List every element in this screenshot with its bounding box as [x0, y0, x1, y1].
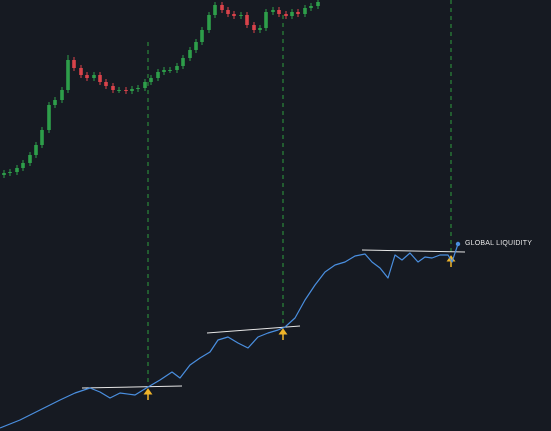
candle-body	[264, 12, 268, 28]
candle-body	[21, 163, 25, 168]
candle-body	[47, 105, 51, 130]
trendline	[81, 385, 183, 389]
candle-body	[200, 30, 204, 42]
candle-body	[156, 72, 160, 78]
candle-body	[92, 75, 96, 78]
candle-body	[213, 5, 217, 15]
trendline	[361, 249, 466, 253]
candle-body	[111, 86, 115, 90]
candle-body	[175, 66, 179, 70]
candle-body	[252, 25, 256, 30]
candle-body	[15, 168, 19, 172]
candle-body	[245, 15, 249, 25]
candle-body	[296, 12, 300, 14]
line-end-dot	[455, 241, 461, 247]
candle-body	[28, 155, 32, 163]
candle-body	[309, 6, 313, 8]
series-label: GLOBAL LIQUIDITY	[465, 240, 532, 247]
candle-body	[277, 10, 281, 14]
line-series	[0, 243, 459, 429]
arrow	[143, 388, 153, 400]
candle-body	[136, 88, 140, 89]
candle-body	[181, 58, 185, 66]
candle-body	[168, 70, 172, 71]
candle-body	[271, 10, 275, 12]
marks: GLOBAL LIQUIDITY	[0, 0, 532, 429]
candle-body	[117, 90, 121, 91]
candle-body	[53, 100, 57, 105]
candle-body	[194, 42, 198, 50]
candle-body	[290, 12, 294, 16]
guides	[147, 0, 452, 385]
candle-body	[98, 75, 102, 82]
candle-body	[149, 78, 153, 82]
candle-body	[316, 2, 320, 6]
candle-body	[258, 28, 262, 30]
candle-body	[130, 89, 134, 91]
candle-body	[220, 5, 224, 10]
candle-body	[2, 173, 6, 175]
candle-body	[207, 15, 211, 30]
candle-body	[85, 75, 89, 78]
candle-body	[188, 50, 192, 58]
candle-body	[104, 82, 108, 86]
candle-body	[162, 70, 166, 72]
candle-body	[124, 90, 128, 91]
candle-body	[34, 145, 38, 155]
candle-body	[72, 60, 76, 68]
candle-body	[239, 15, 243, 16]
candle-body	[40, 130, 44, 145]
candle-body	[79, 68, 83, 75]
candle-body	[232, 14, 236, 16]
candle-body	[143, 82, 147, 88]
candle-body	[226, 10, 230, 14]
arrow	[278, 328, 288, 340]
candle-body	[60, 90, 64, 100]
candle-body	[303, 8, 307, 14]
candle-body	[66, 60, 70, 90]
candle-body	[284, 14, 288, 16]
candle-body	[8, 172, 12, 173]
